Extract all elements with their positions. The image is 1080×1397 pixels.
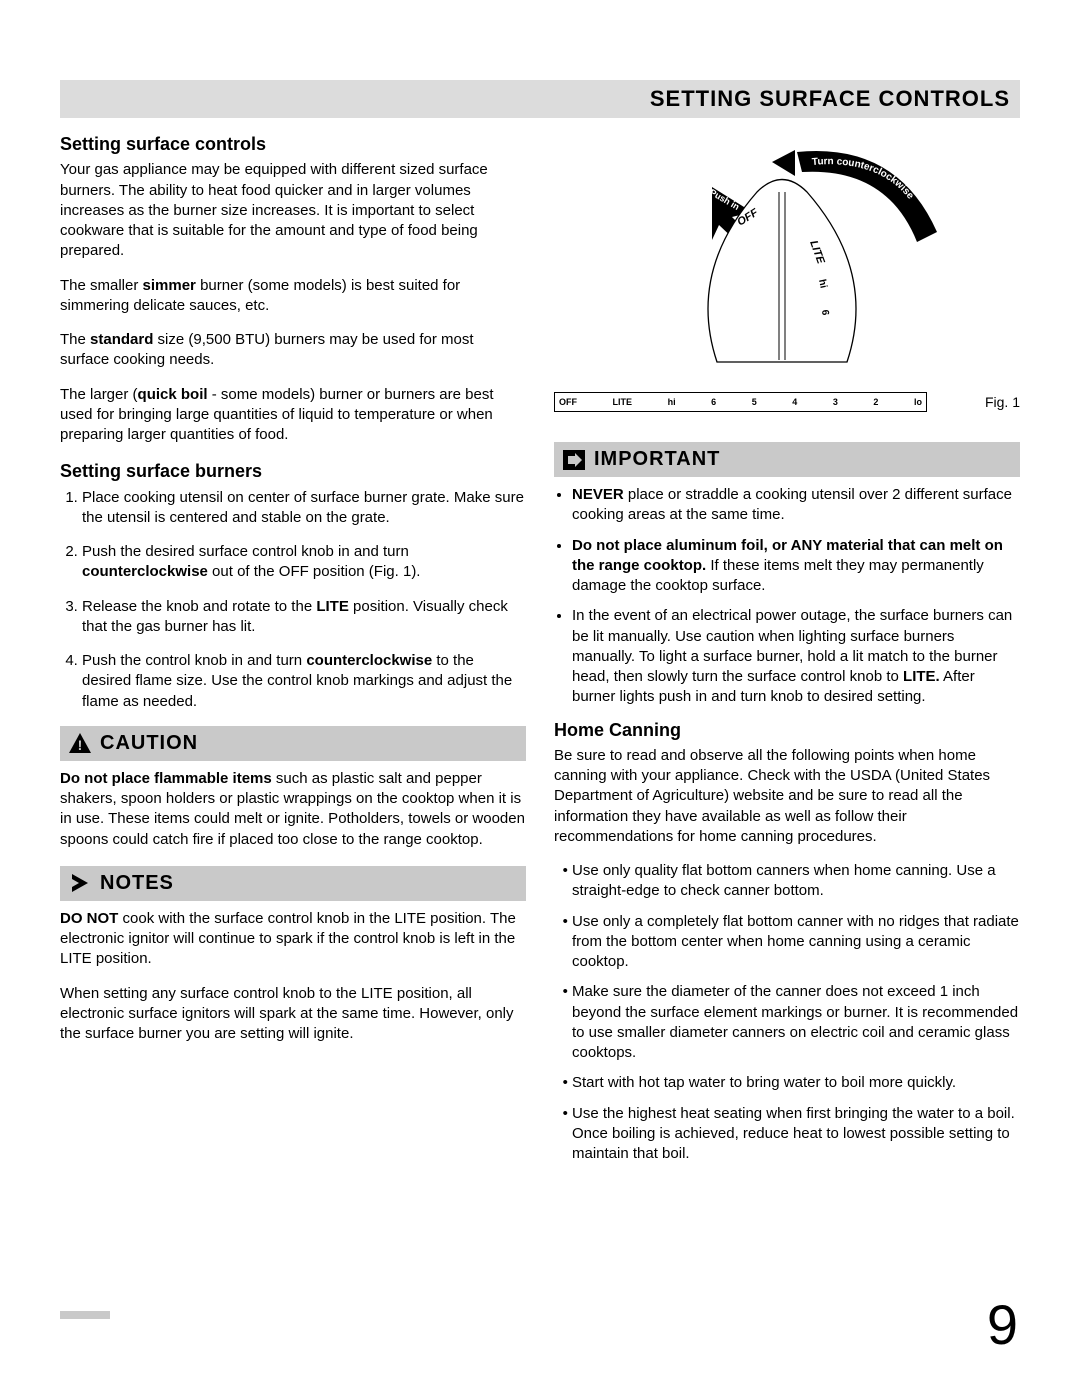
list-item: NEVER place or straddle a cooking utensi… [572, 485, 1020, 526]
list-item: Use only quality flat bottom canners whe… [572, 861, 1020, 902]
subhead-canning: Home Canning [554, 718, 1020, 742]
notes-arrow-icon [68, 872, 92, 894]
list-item: Use the highest heat seating when first … [572, 1104, 1020, 1165]
warning-triangle-icon: ! [68, 732, 92, 754]
dial-mark: OFF [559, 396, 577, 408]
dial-mark: 6 [711, 396, 716, 408]
list-item: Release the knob and rotate to the LITE … [82, 597, 526, 638]
important-title: IMPORTANT [594, 446, 720, 473]
dial-mark: 2 [873, 396, 878, 408]
intro-paragraph: Your gas appliance may be equipped with … [60, 160, 526, 261]
simmer-paragraph: The smaller simmer burner (some models) … [60, 276, 526, 317]
caution-header: ! CAUTION [60, 726, 526, 761]
right-column: Turn counterclockwise Push in OFF LITE h… [554, 132, 1020, 1174]
dial-mark: 3 [833, 396, 838, 408]
notes-body: DO NOT cook with the surface control kno… [60, 909, 526, 1045]
canning-list: Use only quality flat bottom canners whe… [554, 861, 1020, 1164]
dial-mark: lo [914, 396, 922, 408]
dial-mark: 4 [792, 396, 797, 408]
dial-mark: 5 [752, 396, 757, 408]
quickboil-paragraph: The larger (quick boil - some models) bu… [60, 385, 526, 446]
standard-paragraph: The standard size (9,500 BTU) burners ma… [60, 330, 526, 371]
left-column: Setting surface controls Your gas applia… [60, 132, 526, 1174]
list-item: Do not place aluminum foil, or ANY mater… [572, 536, 1020, 597]
figure-caption: Fig. 1 [985, 393, 1020, 412]
notes-p1: DO NOT cook with the surface control kno… [60, 909, 526, 970]
svg-text:!: ! [78, 737, 83, 753]
list-item: Start with hot tap water to bring water … [572, 1073, 1020, 1093]
important-header: IMPORTANT [554, 442, 1020, 477]
dial-mark: LITE [613, 396, 633, 408]
list-item: In the event of an electrical power outa… [572, 606, 1020, 707]
dial-mark: hi [668, 396, 676, 408]
list-item: Push the control knob in and turn counte… [82, 651, 526, 712]
list-item: Make sure the diameter of the canner doe… [572, 982, 1020, 1063]
footer-accent [60, 1311, 110, 1319]
knob-figure: Turn counterclockwise Push in OFF LITE h… [554, 132, 1020, 432]
knob-diagram-icon: Turn counterclockwise Push in OFF LITE h… [597, 132, 977, 392]
section-title: SETTING SURFACE CONTROLS [70, 86, 1010, 112]
list-item: Use only a completely flat bottom canner… [572, 912, 1020, 973]
caution-body: Do not place flammable items such as pla… [60, 769, 526, 850]
dial-scale: OFF LITE hi 6 5 4 3 2 lo [554, 392, 927, 412]
important-list: NEVER place or straddle a cooking utensi… [554, 485, 1020, 708]
notes-header: NOTES [60, 866, 526, 901]
two-column-layout: Setting surface controls Your gas applia… [60, 132, 1020, 1174]
canning-intro: Be sure to read and observe all the foll… [554, 746, 1020, 847]
burner-steps: Place cooking utensil on center of surfa… [60, 488, 526, 712]
list-item: Push the desired surface control knob in… [82, 542, 526, 583]
subhead-controls: Setting surface controls [60, 132, 526, 156]
caution-title: CAUTION [100, 730, 198, 757]
section-header: SETTING SURFACE CONTROLS [60, 80, 1020, 118]
important-arrow-icon [562, 449, 586, 471]
subhead-burners: Setting surface burners [60, 459, 526, 483]
list-item: Place cooking utensil on center of surfa… [82, 488, 526, 529]
notes-p2: When setting any surface control knob to… [60, 984, 526, 1045]
page-number: 9 [987, 1292, 1018, 1357]
notes-title: NOTES [100, 870, 174, 897]
